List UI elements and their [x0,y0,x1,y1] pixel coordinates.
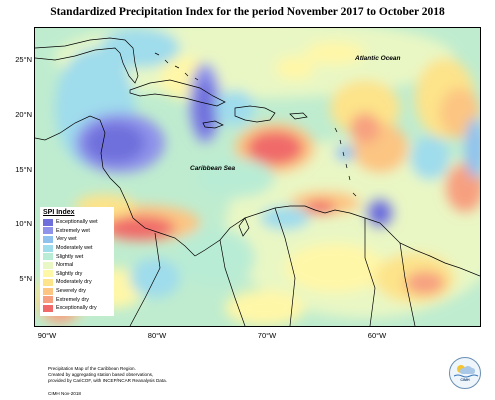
footer-credit: CIMH Nov-2018 [48,391,81,396]
lat-label-5n: 5°N [19,274,32,283]
spi-fill [35,28,480,326]
lon-label-90w: 90°W [37,331,57,340]
legend-title: SPI Index [43,209,75,216]
legend-swatch [43,304,53,312]
legend-item: Moderately dry [43,278,111,287]
lon-label-80w: 80°W [147,331,167,340]
legend-label: Moderately wet [56,245,93,252]
footer-line-2: Created by aggregating station based obs… [48,372,154,377]
legend-item: Moderately wet [43,244,111,253]
legend-item: Slightly wet [43,252,111,261]
legend-swatch [43,287,53,295]
footer-line-3: provided by CariCOF, with INCEP/NCAR Rea… [48,378,167,383]
legend-label: Severely dry [56,288,86,295]
footer-line-1: Precipitation Map of the Caribbean Regio… [48,366,136,371]
legend-swatch [43,244,53,252]
legend-swatch [43,278,53,286]
caribbean-sea-label: Caribbean Sea [190,165,236,172]
legend-swatch [43,235,53,243]
cimh-logo: CIMH [449,357,481,389]
legend-label: Extremely dry [56,296,89,303]
legend-item: Severely dry [43,287,111,296]
legend-item: Slightly dry [43,270,111,279]
legend-item: Extremely dry [43,295,111,304]
legend-item: Normal [43,261,111,270]
coastlines [35,37,480,326]
lat-label-25n: 25°N [15,55,32,64]
spi-map [34,27,481,327]
legend-item: Very wet [43,235,111,244]
atlantic-ocean-label: Atlantic Ocean [355,55,401,62]
lon-label-70w: 70°W [257,331,277,340]
legend-item: Extremely wet [43,227,111,236]
lat-label-15n: 15°N [15,165,32,174]
legend-swatch [43,218,53,226]
legend-item: Exceptionally wet [43,218,111,227]
legend-label: Slightly wet [56,253,84,260]
legend-label: Exceptionally wet [56,219,98,226]
legend-swatch [43,261,53,269]
legend-swatch [43,296,53,304]
legend-label: Very wet [56,236,77,243]
lon-label-60w: 60°W [367,331,387,340]
spi-legend: SPI Index Exceptionally wet Extremely wet… [40,207,114,316]
legend-swatch [43,253,53,261]
logo-text: CIMH [460,378,470,382]
legend-items: Exceptionally wet Extremely wet Very wet Mo… [43,218,111,313]
legend-label: Exceptionally dry [56,305,97,312]
legend-swatch [43,270,53,278]
cimh-logo-icon [453,365,479,378]
legend-label: Slightly dry [56,270,83,277]
legend-item: Exceptionally dry [43,304,111,313]
lat-label-10n: 10°N [15,219,32,228]
map-title: Standardized Precipitation Index for the… [50,6,445,18]
legend-label: Normal [56,262,74,269]
legend-label: Moderately dry [56,279,92,286]
lat-label-20n: 20°N [15,110,32,119]
legend-label: Extremely wet [56,227,90,234]
legend-swatch [43,227,53,235]
spi-map-canvas [35,28,480,326]
